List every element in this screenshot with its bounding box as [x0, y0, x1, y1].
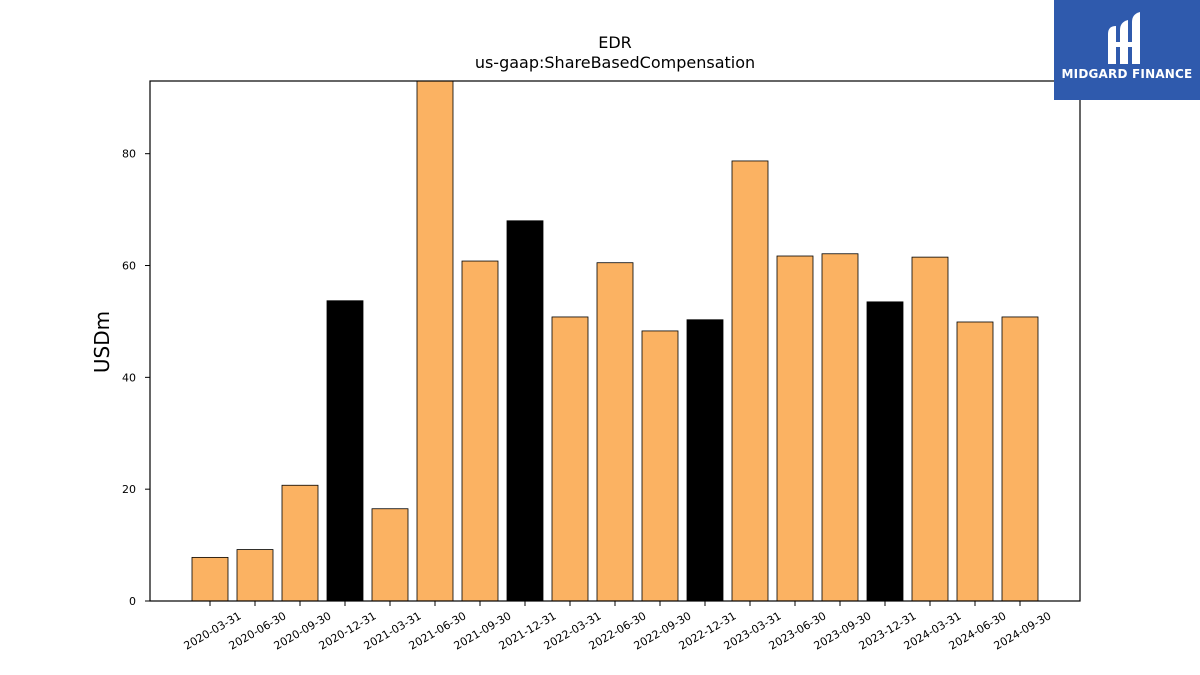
logo-mark-icon [1108, 12, 1140, 64]
brand-logo: MIDGARD FINANCE [1054, 0, 1200, 100]
y-axis: 0 20 40 60 80 [122, 148, 150, 608]
bar-2021-09-30 [461, 260, 499, 602]
bar-2020-12-31 [326, 300, 364, 602]
bar-2023-06-30 [776, 255, 814, 602]
bar-2021-06-30 [416, 80, 454, 602]
bar-2022-12-31 [686, 319, 724, 602]
bar-2024-09-30 [1001, 316, 1039, 602]
bar-2021-12-31 [506, 220, 544, 602]
bar-2024-03-31 [911, 256, 949, 602]
bar-2021-03-31 [371, 508, 409, 602]
bar-2023-09-30 [821, 253, 859, 602]
logo-text: MIDGARD FINANCE [1061, 67, 1193, 81]
bar-2024-06-30 [956, 321, 994, 602]
bar-2023-03-31 [731, 160, 769, 602]
y-axis-label: USDm [90, 311, 114, 373]
bar-2023-12-31 [866, 301, 904, 602]
chart-title: EDR [598, 33, 632, 52]
y-tick-label: 20 [122, 483, 136, 496]
y-tick-label: 0 [129, 595, 136, 608]
bar-2020-09-30 [281, 484, 319, 602]
y-tick-label: 40 [122, 371, 136, 384]
bar-2022-06-30 [596, 262, 634, 602]
y-tick-label: 80 [122, 148, 136, 161]
bar-2020-06-30 [236, 549, 274, 602]
bar-2020-03-31 [191, 556, 229, 602]
bar-2022-03-31 [551, 316, 589, 602]
bar-2022-09-30 [641, 330, 679, 602]
bars-group [191, 80, 1039, 602]
x-axis: 2020-03-312020-06-302020-09-302020-12-31… [182, 601, 1054, 653]
chart-subtitle: us-gaap:ShareBasedCompensation [475, 53, 755, 72]
y-tick-label: 60 [122, 260, 136, 273]
